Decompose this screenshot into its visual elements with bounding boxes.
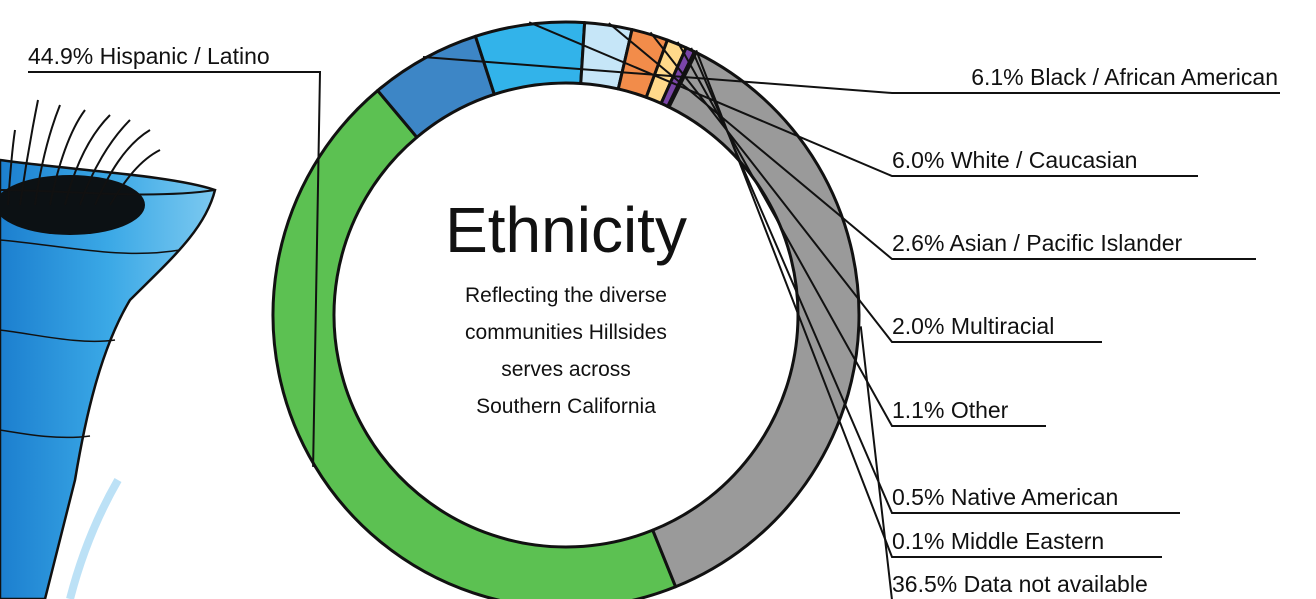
slice-label-hispanic: 44.9% Hispanic / Latino (28, 43, 270, 69)
slice-hispanic (271, 89, 678, 599)
leader-line-data-not-available (859, 326, 1188, 599)
chart-subtitle-line-1: Reflecting the diverse (465, 284, 667, 307)
leader-line-white (528, 21, 1198, 177)
leader-line-black (422, 55, 1280, 94)
leader-line-other (676, 41, 1046, 427)
tornado-icon (0, 99, 217, 599)
leader-line-native-american (690, 47, 1180, 514)
leader-line-asian (608, 22, 1256, 260)
slice-label-middle-eastern: 0.1% Middle Eastern (892, 528, 1104, 554)
leader-lines (28, 21, 1280, 599)
slice-label-multiracial: 2.0% Multiracial (892, 313, 1054, 339)
leader-line-middle-eastern (695, 49, 1162, 558)
chart-title: Ethnicity (445, 194, 687, 266)
chart-subtitle-line-2: communities Hillsides (465, 321, 667, 344)
slice-label-black: 6.1% Black / African American (971, 64, 1278, 90)
slice-label-asian: 2.6% Asian / Pacific Islander (892, 230, 1183, 256)
chart-subtitle-line-4: Southern California (476, 395, 656, 418)
slice-data-not-available (651, 50, 861, 589)
leader-line-hispanic (28, 71, 322, 467)
slice-label-white: 6.0% White / Caucasian (892, 147, 1137, 173)
slice-white (473, 20, 587, 96)
chart-subtitle-line-3: serves across (501, 358, 631, 381)
slice-label-data-not-available: 36.5% Data not available (892, 571, 1148, 597)
slice-label-native-american: 0.5% Native American (892, 484, 1118, 510)
donut-slices (271, 20, 861, 599)
slice-label-other: 1.1% Other (892, 397, 1009, 423)
